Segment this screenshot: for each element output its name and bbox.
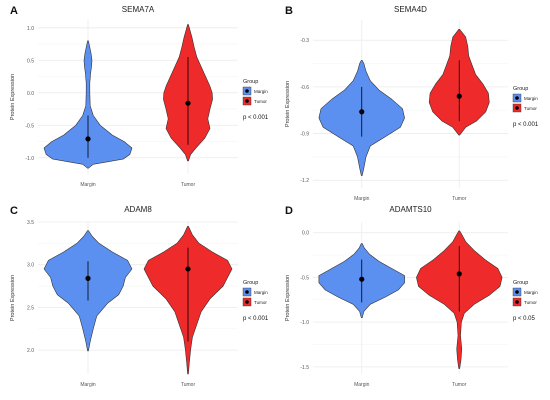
y-tick-label: 2.0	[27, 348, 34, 354]
panel-label: B	[285, 5, 293, 17]
chart-title: SEMA7A	[122, 5, 155, 14]
x-tick-label: Margin	[80, 182, 96, 188]
y-tick-label: -1.2	[300, 178, 309, 184]
legend-entry: Tumor	[254, 99, 267, 104]
median-point-margin	[85, 275, 91, 281]
legend-entry: Tumor	[254, 300, 267, 305]
legend-key-dot	[515, 300, 519, 304]
x-tick-label: Tumor	[181, 182, 196, 188]
p-value-annotation: p < 0.001	[243, 316, 269, 322]
p-value-annotation: p < 0.001	[513, 122, 539, 128]
median-point-margin	[359, 109, 365, 115]
chart-title: ADAMTS10	[389, 205, 432, 214]
y-tick-label: -1.0	[300, 320, 309, 326]
legend-entry: Margin	[524, 290, 538, 295]
panel-d: D ADAMTS10 -1.5 -1.0 -0.5 0.0 Protein Expressi…	[285, 205, 538, 388]
y-tick-label: -0.5	[25, 123, 34, 129]
y-axis-label: Protein Expression	[285, 275, 291, 321]
legend-entry: Margin	[524, 96, 538, 101]
legend-key-dot	[515, 106, 519, 110]
y-tick-label: 0.5	[27, 58, 34, 64]
y-axis-label: Protein Expression	[10, 275, 16, 321]
violin-margin	[43, 40, 133, 169]
legend-key-dot	[515, 96, 519, 100]
y-tick-label: 0.0	[302, 231, 309, 237]
p-value-annotation: p < 0.05	[513, 316, 536, 322]
legend-key-dot	[515, 290, 519, 294]
legend-title: Group	[513, 280, 528, 286]
y-axis-label: Protein Expression	[285, 81, 291, 127]
y-tick-label: 3.0	[27, 263, 34, 269]
x-tick-label: Tumor	[452, 196, 467, 202]
y-tick-label: -0.6	[300, 85, 309, 91]
x-tick-label: Tumor	[181, 382, 196, 388]
legend-title: Group	[243, 280, 258, 286]
y-tick-label: 2.5	[27, 305, 34, 311]
legend-entry: Tumor	[524, 300, 537, 305]
median-point-tumor	[456, 93, 462, 99]
y-tick-label: -0.3	[300, 38, 309, 44]
legend-entry: Tumor	[524, 106, 537, 111]
x-tick-label: Margin	[80, 382, 96, 388]
panel-a: A SEMA7A -1.0 -0.5 0.0 0.5 1.0 Protein Expressi…	[10, 5, 269, 188]
y-tick-label: -1.0	[25, 156, 34, 162]
legend: Group Margin Tumor	[512, 86, 538, 113]
median-point-tumor	[185, 100, 191, 106]
legend-key-dot	[245, 290, 249, 294]
panel-label: A	[10, 5, 18, 17]
y-tick-label: -1.5	[300, 365, 309, 371]
y-axis-label: Protein Expression	[10, 74, 16, 120]
panel-label: C	[10, 205, 18, 217]
legend-entry: Margin	[254, 290, 268, 295]
legend-key-dot	[245, 300, 249, 304]
y-tick-label: 0.0	[27, 91, 34, 97]
legend: Group Margin Tumor	[242, 79, 268, 106]
legend: Group Margin Tumor	[242, 280, 268, 307]
x-tick-label: Margin	[354, 382, 370, 388]
legend-key-dot	[245, 99, 249, 103]
legend-title: Group	[243, 79, 258, 85]
chart-title: SEMA4D	[394, 5, 427, 14]
panel-label: D	[285, 205, 293, 217]
median-point-margin	[359, 276, 365, 282]
x-tick-label: Tumor	[452, 382, 467, 388]
legend-entry: Margin	[254, 89, 268, 94]
panel-c: C ADAM8 2.0 2.5 3.0 3.5 Protein Expression Marg…	[10, 205, 269, 388]
legend: Group Margin Tumor	[512, 280, 538, 307]
p-value-annotation: p < 0.001	[243, 115, 269, 121]
y-tick-label: -0.9	[300, 132, 309, 138]
median-point-margin	[85, 136, 91, 142]
y-tick-label: 3.5	[27, 220, 34, 226]
median-point-tumor	[185, 266, 191, 272]
median-point-tumor	[456, 271, 462, 277]
legend-title: Group	[513, 86, 528, 92]
chart-title: ADAM8	[124, 205, 152, 214]
y-tick-label: -0.5	[300, 275, 309, 281]
y-tick-label: 1.0	[27, 26, 34, 32]
panel-b: B SEMA4D -1.2 -0.9 -0.6 -0.3 Protein Expressio…	[285, 5, 539, 202]
legend-key-dot	[245, 89, 249, 93]
x-tick-label: Margin	[354, 196, 370, 202]
